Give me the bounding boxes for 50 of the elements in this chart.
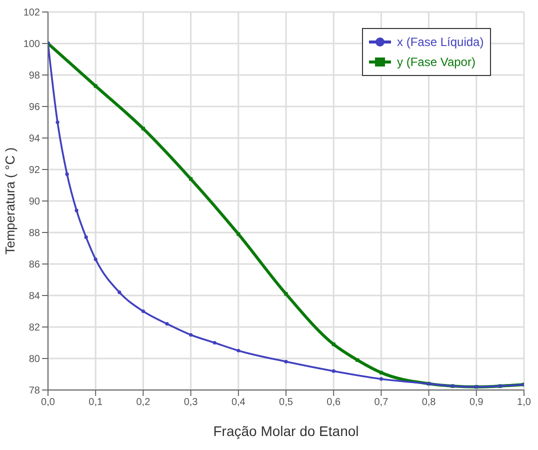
- point: [65, 172, 69, 176]
- x-tick-label: 0,4: [231, 397, 246, 408]
- x-tick-label: 0,8: [422, 397, 436, 408]
- point: [165, 322, 169, 326]
- x-tick-label: 0,3: [184, 397, 198, 408]
- point: [379, 370, 383, 374]
- point: [94, 257, 98, 262]
- x-tick-label: 0,5: [279, 397, 294, 408]
- point: [332, 342, 336, 346]
- y-tick-label: 78: [28, 386, 40, 397]
- point: [56, 120, 60, 124]
- point: [84, 235, 88, 240]
- point: [284, 360, 288, 364]
- y-tick-label: 80: [28, 354, 40, 366]
- x-tick-label: 0,9: [469, 397, 484, 408]
- legend-label: y (Fase Vapor): [397, 54, 476, 71]
- y-axis-title: Temperatura ( °C ): [2, 147, 18, 255]
- point: [141, 309, 145, 314]
- point: [189, 333, 193, 337]
- x-tick-label: 0,0: [41, 397, 56, 408]
- point: [356, 358, 360, 362]
- y-tick-label: 102: [23, 8, 40, 19]
- point: [332, 369, 336, 373]
- x-tick-label: 0,6: [326, 397, 341, 408]
- point: [118, 290, 122, 294]
- x-tick-label: 0,2: [136, 397, 151, 408]
- y-tick-label: 86: [28, 260, 40, 271]
- point: [212, 340, 216, 345]
- point: [236, 348, 240, 352]
- x-tick-label: 0,7: [374, 397, 389, 408]
- y-tick-label: 98: [28, 70, 40, 82]
- y-tick-label: 88: [28, 228, 40, 240]
- y-tick-label: 82: [28, 322, 40, 334]
- y-tick-label: 90: [28, 196, 40, 208]
- y-tick-label: 94: [28, 134, 40, 145]
- point: [379, 377, 383, 381]
- point: [236, 232, 240, 236]
- y-tick-label: 100: [23, 39, 40, 50]
- point: [141, 126, 145, 130]
- point: [94, 84, 98, 88]
- legend-label: x (Fase Líquida): [397, 34, 484, 51]
- x-tick-label: 0,1: [88, 397, 103, 408]
- x-tick-label: 1,0: [517, 397, 532, 408]
- point: [189, 177, 193, 181]
- point: [74, 208, 78, 212]
- x-axis-title: Fração Molar do Etanol: [213, 423, 359, 439]
- y-tick-label: 96: [28, 102, 40, 114]
- point: [284, 292, 288, 296]
- y-tick-label: 84: [28, 291, 40, 302]
- y-tick-label: 92: [28, 165, 40, 176]
